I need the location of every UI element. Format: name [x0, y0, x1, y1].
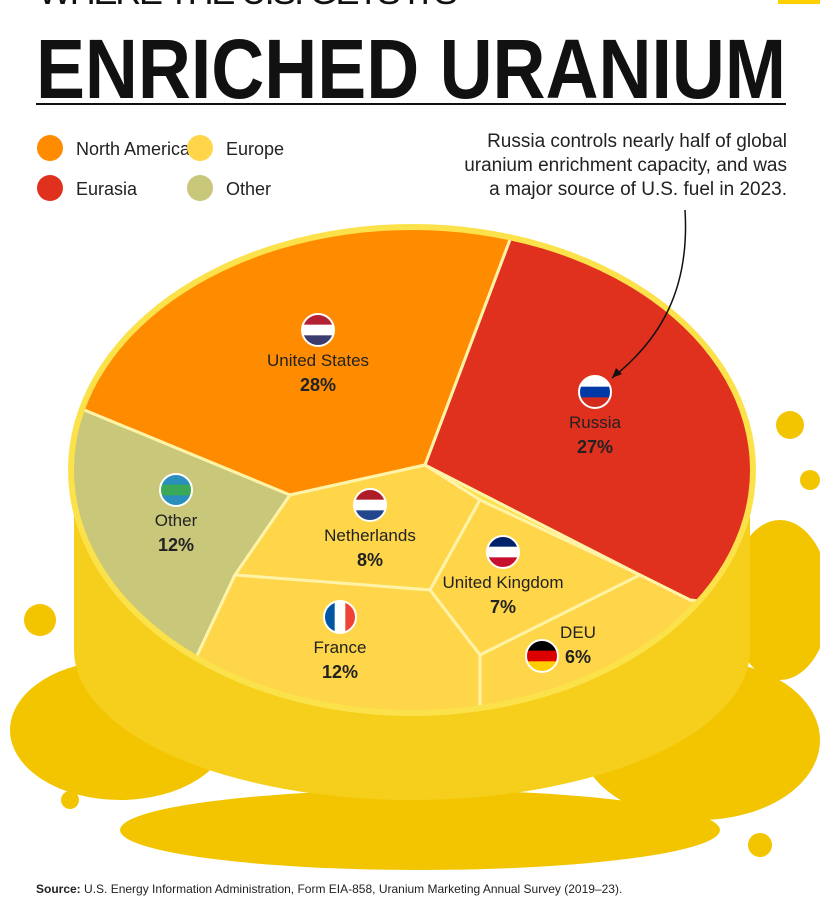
category-label: United States — [267, 351, 369, 370]
arrow-head — [612, 368, 622, 378]
source-text: U.S. Energy Information Administration, … — [84, 882, 622, 896]
annotation-line: uranium enrichment capacity, and was — [464, 155, 787, 176]
flag-ring — [159, 473, 193, 507]
flag — [526, 640, 558, 672]
flag-band — [526, 650, 558, 662]
flag — [487, 536, 519, 568]
flag-ring — [353, 488, 387, 522]
flag-band — [354, 489, 386, 501]
flag-band — [579, 386, 611, 398]
value-label: 12% — [158, 535, 194, 555]
flag-band — [579, 397, 611, 408]
flag-band — [160, 474, 192, 486]
legend: North America Europe Eurasia Other — [37, 135, 284, 201]
flag-ring — [323, 600, 357, 634]
value-label: 28% — [300, 375, 336, 395]
legend-swatch — [37, 175, 63, 201]
flag-ring — [578, 375, 612, 409]
source: Source: U.S. Energy Information Administ… — [36, 882, 622, 896]
legend-swatch — [37, 135, 63, 161]
flag-ring — [486, 535, 520, 569]
flag-band — [487, 546, 519, 558]
legend-label: Other — [226, 179, 271, 199]
legend-swatch — [187, 175, 213, 201]
flag-ring — [301, 313, 335, 347]
flag-band — [160, 484, 192, 496]
flag-band — [160, 495, 192, 506]
flag-ring — [525, 639, 559, 673]
flag-band — [579, 376, 611, 388]
value-label: 6% — [565, 647, 591, 667]
value-label: 27% — [577, 437, 613, 457]
legend-label: Europe — [226, 139, 284, 159]
flag — [160, 474, 192, 506]
flag-band — [324, 601, 336, 633]
flag-band — [487, 536, 519, 548]
flag-band — [354, 510, 386, 521]
flag-band — [526, 661, 558, 672]
category-label: France — [314, 638, 367, 657]
category-label: Other — [155, 511, 198, 530]
category-label: United Kingdom — [443, 573, 564, 592]
flag — [302, 314, 334, 346]
corner-accent — [778, 0, 820, 4]
category-label: DEU — [560, 623, 596, 642]
value-label: 8% — [357, 550, 383, 570]
source-label: Source: — [36, 882, 81, 896]
flag — [579, 376, 611, 408]
legend-label: North America — [76, 139, 191, 159]
flag-band — [487, 557, 519, 568]
flag-band — [334, 601, 346, 633]
flag — [324, 601, 356, 633]
legend-label: Eurasia — [76, 179, 138, 199]
flag-band — [345, 601, 356, 633]
flag-band — [302, 335, 334, 346]
category-label: Russia — [569, 413, 622, 432]
annotation-line: Russia controls nearly half of global — [487, 131, 787, 152]
title: ENRICHED URANIUM — [36, 22, 786, 116]
value-label: 7% — [490, 597, 516, 617]
legend-swatch — [187, 135, 213, 161]
supertitle: WHERE THE U.S. GETS ITS — [38, 0, 458, 12]
labels: United States 28% Russia 27% Other 12% Netherl… — [155, 313, 622, 682]
flag-band — [526, 640, 558, 652]
annotation-line: a major source of U.S. fuel in 2023. — [489, 179, 787, 200]
arrow — [611, 209, 687, 379]
flag-band — [354, 499, 386, 511]
flag — [354, 489, 386, 521]
category-label: Netherlands — [324, 526, 416, 545]
flag-band — [302, 314, 334, 326]
value-label: 12% — [322, 662, 358, 682]
flag-band — [302, 324, 334, 336]
annotation: Russia controls nearly half of global ura… — [464, 131, 787, 200]
